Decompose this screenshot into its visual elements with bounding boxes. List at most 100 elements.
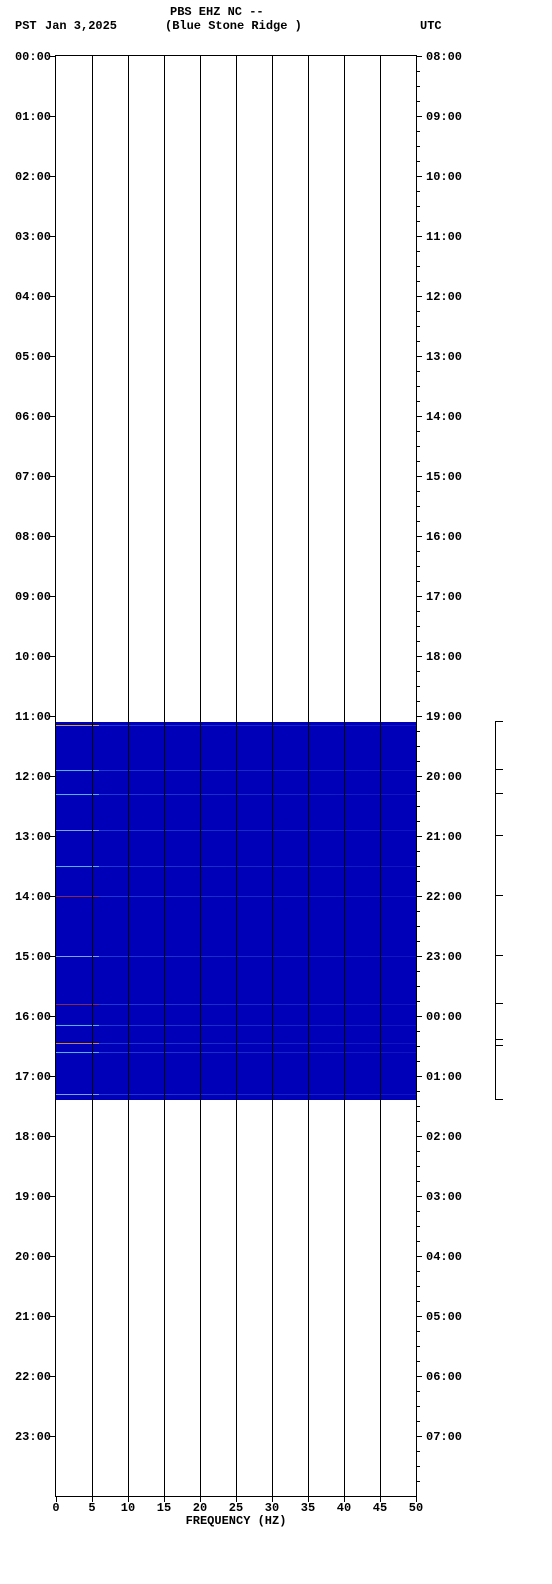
y-minor-tick-right (416, 791, 420, 792)
y-tick-label-right: 12:00 (426, 290, 486, 304)
y-minor-tick-right (416, 251, 420, 252)
y-tick-label-left: 14:00 (1, 890, 51, 904)
y-tick-label-right: 08:00 (426, 50, 486, 64)
y-minor-tick-right (416, 911, 420, 912)
y-tick-label-right: 07:00 (426, 1430, 486, 1444)
y-minor-tick-right (416, 1451, 420, 1452)
gridline-vertical-overlay (272, 56, 273, 1496)
y-minor-tick-right (416, 1226, 420, 1227)
x-tick-label: 35 (298, 1501, 318, 1515)
scale-bar (495, 721, 496, 1099)
title: PBS EHZ NC -- (170, 5, 264, 19)
y-tick-left (50, 476, 56, 477)
y-minor-tick-right (416, 1301, 420, 1302)
y-minor-tick-right (416, 926, 420, 927)
scale-tick (495, 1039, 503, 1040)
y-minor-tick-right (416, 1271, 420, 1272)
y-minor-tick-right (416, 281, 420, 282)
y-tick-right (416, 236, 422, 237)
y-minor-tick-right (416, 551, 420, 552)
y-tick-label-right: 04:00 (426, 1250, 486, 1264)
y-tick-right (416, 1256, 422, 1257)
y-tick-right (416, 1376, 422, 1377)
y-tick-label-right: 21:00 (426, 830, 486, 844)
y-tick-label-left: 18:00 (1, 1130, 51, 1144)
y-tick-label-right: 17:00 (426, 590, 486, 604)
y-tick-label-left: 08:00 (1, 530, 51, 544)
y-minor-tick-right (416, 1391, 420, 1392)
y-tick-label-right: 16:00 (426, 530, 486, 544)
y-tick-right (416, 716, 422, 717)
y-tick-right (416, 1196, 422, 1197)
y-minor-tick-right (416, 146, 420, 147)
y-minor-tick-right (416, 731, 420, 732)
y-tick-right (416, 1076, 422, 1077)
y-minor-tick-right (416, 86, 420, 87)
y-tick-left (50, 116, 56, 117)
y-minor-tick-right (416, 671, 420, 672)
scale-tick (495, 1099, 503, 1100)
y-tick-label-right: 09:00 (426, 110, 486, 124)
y-minor-tick-right (416, 806, 420, 807)
y-minor-tick-right (416, 461, 420, 462)
y-tick-right (416, 176, 422, 177)
y-tick-left (50, 236, 56, 237)
y-minor-tick-right (416, 611, 420, 612)
y-minor-tick-right (416, 341, 420, 342)
y-tick-label-left: 22:00 (1, 1370, 51, 1384)
y-tick-left (50, 1376, 56, 1377)
y-tick-label-left: 23:00 (1, 1430, 51, 1444)
y-tick-label-right: 01:00 (426, 1070, 486, 1084)
y-tick-left (50, 536, 56, 537)
y-tick-left (50, 356, 56, 357)
y-tick-label-right: 11:00 (426, 230, 486, 244)
x-tick-label: 30 (262, 1501, 282, 1515)
y-tick-right (416, 776, 422, 777)
y-minor-tick-right (416, 701, 420, 702)
y-minor-tick-right (416, 821, 420, 822)
gridline-vertical-overlay (344, 56, 345, 1496)
y-tick-label-left: 19:00 (1, 1190, 51, 1204)
y-tick-label-left: 17:00 (1, 1070, 51, 1084)
scale-tick (495, 835, 503, 836)
y-minor-tick-right (416, 1481, 420, 1482)
y-tick-label-right: 02:00 (426, 1130, 486, 1144)
y-tick-label-left: 09:00 (1, 590, 51, 604)
y-tick-right (416, 956, 422, 957)
y-tick-left (50, 1076, 56, 1077)
y-tick-label-right: 18:00 (426, 650, 486, 664)
y-minor-tick-right (416, 986, 420, 987)
y-minor-tick-right (416, 971, 420, 972)
y-tick-label-right: 06:00 (426, 1370, 486, 1384)
y-tick-left (50, 296, 56, 297)
gridline-vertical-overlay (164, 56, 165, 1496)
y-tick-left (50, 176, 56, 177)
gridline-vertical-overlay (308, 56, 309, 1496)
y-minor-tick-right (416, 446, 420, 447)
y-minor-tick-right (416, 566, 420, 567)
y-tick-label-left: 06:00 (1, 410, 51, 424)
y-tick-right (416, 1136, 422, 1137)
scale-tick (495, 1003, 503, 1004)
y-tick-label-left: 10:00 (1, 650, 51, 664)
y-minor-tick-right (416, 1046, 420, 1047)
y-minor-tick-right (416, 521, 420, 522)
y-tick-right (416, 296, 422, 297)
gridline-vertical-overlay (236, 56, 237, 1496)
y-tick-label-left: 16:00 (1, 1010, 51, 1024)
scale-tick (495, 793, 503, 794)
y-tick-left (50, 596, 56, 597)
y-tick-label-left: 12:00 (1, 770, 51, 784)
x-tick-label: 0 (46, 1501, 66, 1515)
y-tick-left (50, 1016, 56, 1017)
y-minor-tick-right (416, 1031, 420, 1032)
gridline-vertical-overlay (380, 56, 381, 1496)
y-tick-right (416, 476, 422, 477)
y-minor-tick-right (416, 1121, 420, 1122)
y-tick-right (416, 356, 422, 357)
scale-tick (495, 955, 503, 956)
y-minor-tick-right (416, 311, 420, 312)
y-minor-tick-right (416, 1406, 420, 1407)
y-minor-tick-right (416, 401, 420, 402)
y-tick-right (416, 1316, 422, 1317)
